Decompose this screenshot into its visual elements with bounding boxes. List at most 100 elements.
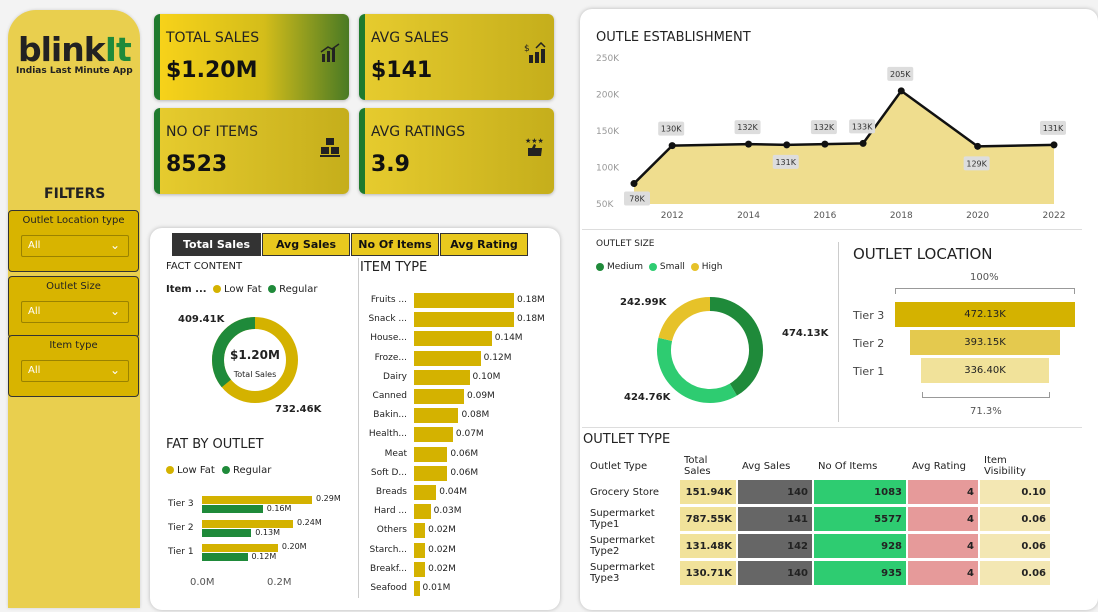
data-label-bg bbox=[810, 120, 837, 135]
item-type-label: House... bbox=[370, 333, 407, 344]
item-type-bar bbox=[414, 561, 426, 577]
table-row: Supermarket Type2 131.48K 142 928 4 0.06 bbox=[586, 534, 1050, 558]
data-label-bg bbox=[734, 120, 761, 135]
y-tick: 200K bbox=[596, 91, 620, 101]
top-percent: 100% bbox=[970, 272, 999, 283]
blinkit-logo: blinkIt bbox=[18, 30, 132, 69]
y-tick: 150K bbox=[596, 127, 620, 137]
bar-low-fat bbox=[202, 520, 294, 528]
data-label: 132K bbox=[737, 123, 758, 132]
low-fat-dot bbox=[166, 466, 174, 474]
column-header[interactable]: Total Sales bbox=[684, 455, 711, 477]
tab-total-sales[interactable]: Total Sales bbox=[172, 233, 261, 256]
donut-high bbox=[658, 297, 711, 342]
fat-content-title: FACT CONTENT bbox=[166, 261, 243, 272]
donut-regular bbox=[212, 317, 298, 403]
item-type-bar bbox=[414, 389, 464, 404]
data-label: 131K bbox=[1043, 124, 1064, 133]
column-header[interactable]: Avg Sales bbox=[742, 460, 791, 472]
funnel-bar: 336.40K bbox=[920, 358, 1050, 383]
item-type-value: 0.08M bbox=[461, 410, 490, 421]
item-type-value: 0.14M bbox=[494, 333, 523, 344]
item-type-label: Health... bbox=[368, 429, 407, 440]
data-label-bg bbox=[658, 121, 685, 136]
x-tick: 0.2M bbox=[267, 577, 292, 588]
item-type-row: Dairy 0.10M bbox=[360, 369, 555, 387]
item-type-bar bbox=[414, 504, 431, 520]
item-type-title: ITEM TYPE bbox=[360, 260, 428, 275]
table-cell: 130.71K bbox=[680, 561, 736, 585]
item-type-bar bbox=[414, 350, 481, 366]
y-tick: 100K bbox=[596, 164, 620, 174]
tagline: Indias Last Minute App bbox=[16, 66, 133, 76]
funnel-bracket bbox=[922, 392, 1050, 398]
kpi-avg-ratings: AVG RATINGS 3.9 ★★★ bbox=[359, 108, 554, 194]
column-header[interactable]: Outlet Type bbox=[590, 460, 648, 472]
bar-label: 0.16M bbox=[266, 504, 292, 513]
fat-by-outlet-row: Tier 1 0.20M 0.12M bbox=[160, 542, 350, 564]
outlet-size-select[interactable]: All ⌄ bbox=[21, 301, 129, 323]
bar-label: 0.12M bbox=[251, 552, 277, 561]
data-point bbox=[745, 140, 753, 148]
column-header[interactable]: No Of Items bbox=[818, 460, 878, 472]
kpi-title: TOTAL SALES bbox=[166, 30, 260, 46]
item-type-label: Hard ... bbox=[374, 506, 407, 517]
item-type-row: Breads 0.04M bbox=[360, 484, 555, 502]
item-type-label: Starch... bbox=[369, 544, 408, 555]
item-type-bar bbox=[414, 523, 426, 539]
data-point bbox=[821, 140, 829, 148]
data-label: 130K bbox=[661, 125, 682, 134]
table-cell: 151.94K bbox=[680, 480, 736, 504]
item-type-select[interactable]: All ⌄ bbox=[21, 360, 129, 382]
table-cell: 140 bbox=[738, 561, 812, 585]
item-type-row: House... 0.14M bbox=[360, 330, 555, 348]
data-label-bg bbox=[772, 154, 799, 169]
data-label: 131K bbox=[775, 158, 796, 167]
tier-label: Tier 1 bbox=[168, 547, 194, 557]
outlet-type-name: Grocery Store bbox=[586, 480, 678, 504]
funnel-bracket bbox=[895, 288, 1075, 294]
tab-avg-rating[interactable]: Avg Rating bbox=[440, 233, 528, 256]
funnel-tier-label: Tier 1 bbox=[853, 365, 885, 378]
item-type-row: Fruits ... 0.18M bbox=[360, 292, 555, 310]
tab-no-of-items[interactable]: No Of Items bbox=[351, 233, 439, 256]
small-dot bbox=[648, 262, 657, 271]
filter-label: Item type bbox=[49, 340, 98, 351]
item-type-row: Breakf... 0.02M bbox=[360, 561, 555, 579]
table-cell: 141 bbox=[738, 507, 812, 531]
item-type-bar bbox=[414, 331, 492, 347]
donut-medium bbox=[709, 297, 763, 396]
table-cell: 0.06 bbox=[980, 507, 1050, 531]
outlet-location-select[interactable]: All ⌄ bbox=[21, 235, 129, 257]
bar-low-fat bbox=[202, 544, 278, 552]
item-type-value: 0.02M bbox=[428, 525, 456, 536]
item-type-label: Dairy bbox=[383, 371, 407, 382]
table-cell: 0.10 bbox=[980, 480, 1050, 504]
bar-regular bbox=[202, 505, 263, 513]
table-cell: 5577 bbox=[814, 507, 906, 531]
item-type-label: Meat bbox=[384, 448, 407, 459]
table-cell: 131.48K bbox=[680, 534, 736, 558]
funnel-tier-label: Tier 2 bbox=[853, 337, 885, 350]
outlet-type-name: Supermarket Type2 bbox=[586, 534, 678, 558]
fat-content-legend: Item ... Low Fat Regular bbox=[166, 284, 318, 295]
tab-avg-sales[interactable]: Avg Sales bbox=[262, 233, 350, 256]
funnel-row: Tier 1 336.40K bbox=[850, 358, 1090, 384]
chevron-down-icon: ⌄ bbox=[109, 304, 120, 318]
item-type-row: Canned 0.09M bbox=[360, 388, 555, 406]
tier-label: Tier 3 bbox=[168, 499, 194, 509]
table-cell: 0.06 bbox=[980, 534, 1050, 558]
column-header[interactable]: Avg Rating bbox=[912, 460, 966, 472]
outlet-type-title: OUTLET TYPE bbox=[583, 432, 671, 447]
outlet-location-funnel: Tier 3 472.13K Tier 2 393.15K Tier 1 336.40K bbox=[850, 288, 1090, 400]
outlet-size-donut bbox=[657, 297, 763, 403]
outlet-location-title: OUTLET LOCATION bbox=[853, 245, 993, 263]
funnel-bar: 393.15K bbox=[910, 330, 1060, 355]
medium-dot bbox=[596, 262, 604, 271]
data-label: 132K bbox=[814, 123, 835, 132]
column-header[interactable]: Item Visibility bbox=[984, 455, 1026, 477]
thumbs-up-stars-icon: ★★★ bbox=[525, 137, 544, 156]
item-type-value: 0.03M bbox=[433, 506, 462, 517]
fat-by-outlet-legend: Low Fat Regular bbox=[166, 465, 271, 476]
establishment-chart: 250K 200K 150K 100K 50K 78K 130K 132K 131K 132K 13… bbox=[596, 54, 1066, 221]
